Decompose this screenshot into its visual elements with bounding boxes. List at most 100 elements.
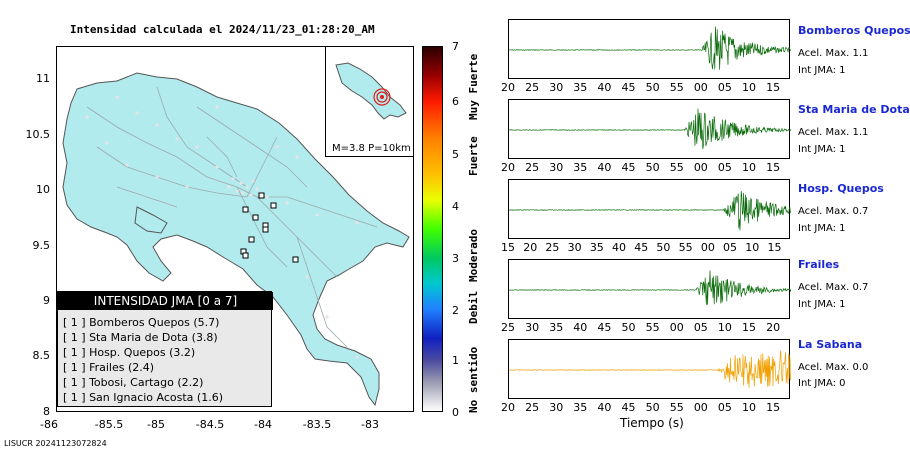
map-y-tick: 9.5 [32, 239, 51, 252]
trace-tick-label: 35 [573, 81, 588, 94]
trace-tick-label: 45 [634, 241, 649, 254]
trace-tick-label: 10 [745, 241, 760, 254]
map-y-tick: 10.5 [25, 128, 51, 141]
map-x-tick: -84.5 [195, 418, 225, 431]
trace-tick-label: 35 [589, 241, 604, 254]
trace-tick-label: 10 [742, 81, 757, 94]
trace-tick-label: 35 [573, 161, 588, 174]
trace-panel[interactable] [508, 339, 791, 399]
colorbar-tick: 7 [452, 40, 459, 53]
trace-tick-label: 45 [597, 321, 612, 334]
trace-tick-label: 10 [742, 401, 757, 414]
station-name: Hosp. Quepos [798, 182, 884, 195]
trace-tick-label: 20 [501, 81, 515, 94]
station-acel: Acel. Max. 1.1 [798, 48, 869, 59]
trace-panel[interactable] [508, 179, 791, 239]
trace-tick-label: 05 [717, 161, 732, 174]
waveform-line [509, 108, 791, 150]
trace-tick-label: 20 [501, 161, 515, 174]
station-jma: Int JMA: 1 [798, 299, 846, 310]
trace-tick-label: 40 [612, 241, 627, 254]
footer-id: LISUCR 20241123072824 [4, 439, 107, 448]
station-jma: Int JMA: 0 [798, 378, 846, 389]
trace-tick-label: 50 [621, 321, 636, 334]
waveform-line [509, 26, 791, 70]
colorbar-label: Fuerte [467, 136, 480, 176]
intensity-map[interactable]: M=3.8 P=10km INTENSIDAD JMA [0 a 7] [ 1 … [56, 46, 414, 412]
trace-panel[interactable] [508, 99, 791, 159]
trace-tick-label: 50 [645, 401, 660, 414]
legend-title: INTENSIDAD JMA [0 a 7] [58, 292, 273, 310]
trace-tick-label: 50 [656, 241, 671, 254]
trace-tick-label: 05 [723, 241, 738, 254]
trace-tick-label: 15 [766, 161, 781, 174]
waveform [509, 270, 791, 305]
map-x-tick: -83 [361, 418, 379, 431]
colorbar-label: Moderado [467, 229, 480, 282]
trace-tick-label: 00 [693, 81, 708, 94]
colorbar-label: Muy Fuerte [467, 53, 480, 120]
station-name: Frailes [798, 258, 840, 271]
magnitude-label: M=3.8 P=10km [332, 143, 411, 154]
trace-tick-label: 40 [597, 401, 612, 414]
trace-tick-label: 30 [549, 81, 564, 94]
trace-tick-label: 05 [717, 81, 732, 94]
trace-tick-label: 50 [645, 81, 660, 94]
legend-row: [ 1 ] Sta Maria de Dota (3.8) [63, 331, 218, 344]
trace-tick-label: 30 [525, 321, 540, 334]
intensity-colorbar [422, 46, 443, 412]
trace-tick-label: 25 [525, 401, 540, 414]
map-title: Intensidad calculada el 2024/11/23_01:28… [70, 23, 375, 36]
trace-tick-label: 00 [700, 241, 715, 254]
trace-tick-label: 55 [669, 81, 684, 94]
legend-row: [ 1 ] Tobosi, Cartago (2.2) [63, 376, 204, 389]
trace-tick-label: 25 [501, 321, 515, 334]
trace-panel[interactable] [508, 19, 791, 79]
trace-tick-label: 05 [717, 401, 732, 414]
trace-tick-label: 30 [567, 241, 582, 254]
station-jma: Int JMA: 1 [798, 144, 846, 155]
colorbar-label: Debil [467, 290, 480, 324]
colorbar-tick: 3 [452, 252, 459, 265]
trace-tick-label: 30 [549, 401, 564, 414]
trace-tick-label: 25 [525, 81, 540, 94]
station-name: Bomberos Quepos [798, 24, 910, 37]
colorbar-tick: 4 [452, 200, 459, 213]
trace-tick-label: 40 [573, 321, 588, 334]
station-dots [85, 95, 359, 359]
trace-tick-label: 25 [545, 241, 560, 254]
map-y-tick: 10 [36, 183, 50, 196]
time-axis-label: Tiempo (s) [620, 416, 684, 430]
land-polygon [62, 72, 410, 407]
trace-tick-label: 50 [645, 161, 660, 174]
trace-tick-label: 35 [573, 401, 588, 414]
colorbar-tick: 0 [452, 406, 459, 419]
map-x-tick: -83.5 [302, 418, 332, 431]
waveform-line [509, 190, 791, 231]
intensity-legend: INTENSIDAD JMA [0 a 7] [ 1 ] Bomberos Qu… [57, 291, 273, 407]
inset-map [335, 62, 407, 120]
trace-tick-label: 55 [669, 401, 684, 414]
location-inset: M=3.8 P=10km [325, 47, 413, 157]
station-name: Sta Maria de Dota [798, 103, 910, 116]
colorbar-label: No sentido [467, 346, 480, 413]
station-acel: Acel. Max. 0.7 [798, 282, 869, 293]
trace-tick-label: 20 [766, 321, 781, 334]
legend-row: [ 1 ] Frailes (2.4) [63, 361, 155, 374]
waveform-line [509, 270, 791, 305]
station-jma: Int JMA: 1 [798, 65, 846, 76]
waveform-line [509, 350, 791, 388]
trace-panel[interactable] [508, 259, 791, 319]
trace-tick-label: 10 [742, 161, 757, 174]
map-y-tick: 8 [43, 405, 50, 418]
legend-row: [ 1 ] San Ignacio Acosta (1.6) [63, 391, 223, 404]
trace-tick-label: 55 [669, 161, 684, 174]
trace-tick-label: 40 [597, 161, 612, 174]
map-y-tick: 8.5 [32, 349, 51, 362]
trace-tick-label: 05 [693, 321, 708, 334]
trace-tick-label: 30 [549, 161, 564, 174]
colorbar-tick: 5 [452, 148, 459, 161]
trace-tick-label: 20 [501, 401, 515, 414]
trace-tick-label: 00 [693, 161, 708, 174]
trace-tick-label: 55 [678, 241, 693, 254]
